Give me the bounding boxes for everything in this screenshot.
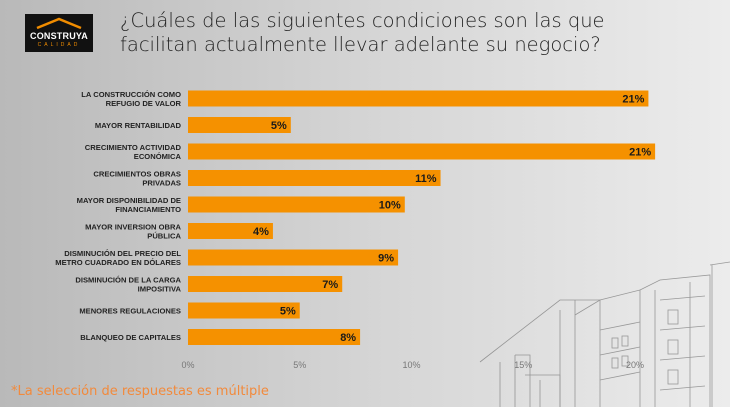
- category-label: IMPOSITIVA: [138, 285, 182, 294]
- bar: [188, 90, 649, 107]
- category-label: CRECIMIENTO ACTIVIDAD: [85, 143, 182, 152]
- logo-brand: CONSTRUYA: [30, 31, 88, 41]
- category-label: BLANQUEO DE CAPITALES: [80, 333, 181, 342]
- x-tick-label: 20%: [626, 360, 644, 370]
- bar: [188, 329, 361, 345]
- x-tick-label: 5%: [293, 360, 306, 370]
- category-label: REFUGIO DE VALOR: [106, 99, 182, 108]
- category-label: DISMINUCIÓN DEL PRECIO DEL: [64, 249, 181, 258]
- category-label: MAYOR DISPONIBILIDAD DE: [77, 196, 181, 205]
- bar: [188, 170, 441, 186]
- category-label: MAYOR RENTABILIDAD: [95, 121, 182, 130]
- bar: [188, 143, 656, 160]
- data-label: 21%: [629, 147, 651, 159]
- footnote: *La selección de respuestas es múltiple: [11, 384, 269, 399]
- bar: [188, 302, 300, 319]
- data-label: 9%: [378, 253, 394, 265]
- category-label: MENORES REGULACIONES: [79, 307, 181, 316]
- x-tick-label: 10%: [402, 360, 420, 370]
- category-label: DISMINUCIÓN DE LA CARGA: [75, 276, 181, 285]
- data-label: 8%: [340, 332, 356, 344]
- bar: [188, 196, 405, 213]
- category-label: CRECIMIENTOS OBRAS: [93, 170, 181, 179]
- data-label: 11%: [415, 173, 437, 185]
- roof-icon: [36, 17, 82, 30]
- bar: [188, 117, 291, 133]
- chart-title: ¿Cuáles de las siguientes condiciones so…: [120, 9, 605, 56]
- data-label: 5%: [280, 306, 296, 318]
- data-label: 4%: [253, 226, 269, 238]
- data-label: 7%: [322, 279, 338, 291]
- bar: [188, 223, 273, 239]
- construya-logo: CONSTRUYA CALIDAD: [25, 14, 93, 52]
- x-tick-label: 15%: [514, 360, 532, 370]
- category-label: METRO CUADRADO EN DÓLARES: [55, 258, 181, 267]
- data-label: 10%: [379, 200, 401, 212]
- category-label: ECONÓMICA: [134, 152, 182, 161]
- bar: [188, 249, 399, 266]
- category-label: PRIVADAS: [142, 179, 181, 188]
- data-label: 21%: [622, 94, 644, 106]
- category-label: LA CONSTRUCCIÓN COMO: [81, 90, 181, 99]
- category-label: FINANCIAMIENTO: [115, 205, 181, 214]
- logo-sub: CALIDAD: [37, 42, 81, 48]
- category-label: PÚBLICA: [147, 232, 181, 241]
- x-tick-label: 0%: [181, 360, 194, 370]
- bar: [188, 276, 343, 292]
- category-label: MAYOR INVERSION OBRA: [85, 223, 181, 232]
- data-label: 5%: [271, 120, 287, 132]
